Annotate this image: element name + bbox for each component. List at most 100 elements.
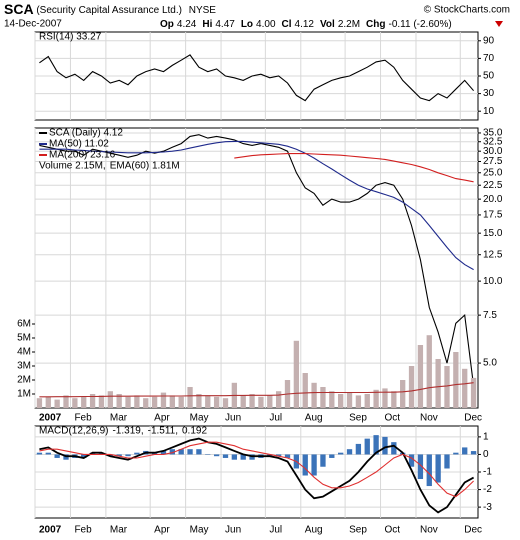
- bar: [160, 450, 167, 455]
- y-tick-label: 7.5: [483, 310, 497, 321]
- line: [39, 54, 475, 102]
- bar: [169, 449, 175, 455]
- line: [39, 437, 475, 514]
- x-tick-label: Apr: [154, 525, 170, 536]
- bar: [187, 449, 193, 455]
- bar: [178, 396, 184, 408]
- quote-line: Op 4.24 Hi 4.47 Lo 4.00 Cl 4.12 Vol 2.2M Chg -0.11 …: [160, 19, 452, 30]
- legend-label: SCA (Daily) 4.12: [49, 128, 123, 139]
- x-tick-label: Sep: [349, 525, 367, 536]
- line: [39, 382, 474, 398]
- bar: [275, 454, 282, 457]
- line: [39, 134, 475, 387]
- x-tick-label: May: [190, 525, 209, 536]
- bar: [45, 452, 51, 455]
- bar: [338, 394, 344, 408]
- bar: [355, 395, 362, 408]
- y-tick-label: 32.5: [483, 136, 503, 147]
- y-tick-label: 10: [483, 106, 495, 117]
- bar: [240, 395, 246, 408]
- y-tick-label: 90: [483, 35, 495, 46]
- x-tick-label: May: [190, 413, 209, 424]
- quote-value: 4.00: [256, 19, 276, 30]
- bar: [364, 394, 370, 408]
- bar: [373, 435, 379, 455]
- x-tick-label: Oct: [385, 413, 401, 424]
- legend-label: -1.511,: [148, 426, 178, 437]
- bar: [151, 396, 158, 408]
- bar: [205, 454, 211, 455]
- x-tick-label: Aug: [305, 413, 323, 424]
- bar: [196, 449, 202, 455]
- y-tick-label: 10.0: [483, 276, 503, 287]
- bar: [293, 340, 300, 408]
- x-tick-label: Aug: [305, 525, 323, 536]
- x-tick-label: Dec: [464, 413, 482, 424]
- bar: [222, 454, 229, 458]
- bar: [391, 391, 397, 408]
- y-tick-label: 1M: [17, 389, 31, 400]
- y-tick-label: -2: [483, 484, 492, 495]
- bar: [231, 454, 238, 460]
- y-tick-label: 20.0: [483, 194, 503, 205]
- bar: [302, 454, 308, 476]
- date: 14-Dec-2007: [4, 19, 62, 30]
- x-tick-label: Jul: [269, 413, 282, 424]
- symbol: SCA: [4, 1, 34, 17]
- bar: [275, 391, 282, 408]
- x-tick-label: Mar: [110, 525, 128, 536]
- quote-value: 4.47: [215, 19, 235, 30]
- bar: [470, 377, 477, 408]
- y-tick-label: 0: [483, 449, 489, 460]
- bar: [81, 396, 87, 408]
- bar: [408, 454, 415, 467]
- bar: [160, 392, 167, 408]
- bar: [54, 399, 60, 408]
- bar: [205, 395, 211, 408]
- y-tick-label: 3M: [17, 361, 31, 372]
- bar: [408, 366, 415, 408]
- bar: [63, 395, 69, 408]
- bar: [89, 394, 96, 408]
- x-tick-label: Mar: [110, 413, 128, 424]
- bar: [453, 452, 459, 455]
- y-tick-label: 50: [483, 71, 495, 82]
- x-tick-label: 2007: [39, 525, 62, 536]
- bar: [116, 394, 122, 408]
- x-tick-label: Apr: [154, 413, 170, 424]
- bar: [125, 454, 131, 457]
- x-tick-label: 2007: [39, 413, 62, 424]
- bar: [249, 394, 255, 408]
- bar: [36, 398, 43, 408]
- header-title: SCA (Security Capital Assurance Ltd.) NY…: [4, 1, 216, 17]
- bar: [134, 452, 140, 455]
- quote-label: Lo: [241, 19, 253, 30]
- bar: [240, 454, 246, 460]
- bar: [107, 391, 113, 408]
- bar: [355, 443, 362, 455]
- bar: [36, 452, 43, 455]
- y-tick-label: 27.5: [483, 156, 503, 167]
- bar: [284, 454, 291, 458]
- bar: [143, 398, 149, 408]
- line: [234, 153, 474, 183]
- bar: [311, 454, 317, 476]
- bar: [267, 395, 273, 408]
- bar: [364, 438, 370, 455]
- bar: [426, 454, 432, 487]
- bar: [373, 389, 379, 408]
- y-tick-label: 5M: [17, 333, 31, 344]
- x-tick-label: Feb: [74, 413, 92, 424]
- bar: [72, 398, 78, 408]
- bar: [382, 436, 388, 455]
- quote-value: 4.12: [295, 19, 315, 30]
- y-tick-label: 12.5: [483, 249, 503, 260]
- legend-label: MA(200) 23.16: [49, 150, 116, 161]
- y-tick-label: 25.0: [483, 167, 503, 178]
- bar: [45, 396, 51, 408]
- bar: [453, 352, 459, 408]
- bar: [258, 396, 264, 408]
- exchange: NYSE: [189, 5, 217, 16]
- legend-title: MACD(12,26,9): [39, 426, 108, 437]
